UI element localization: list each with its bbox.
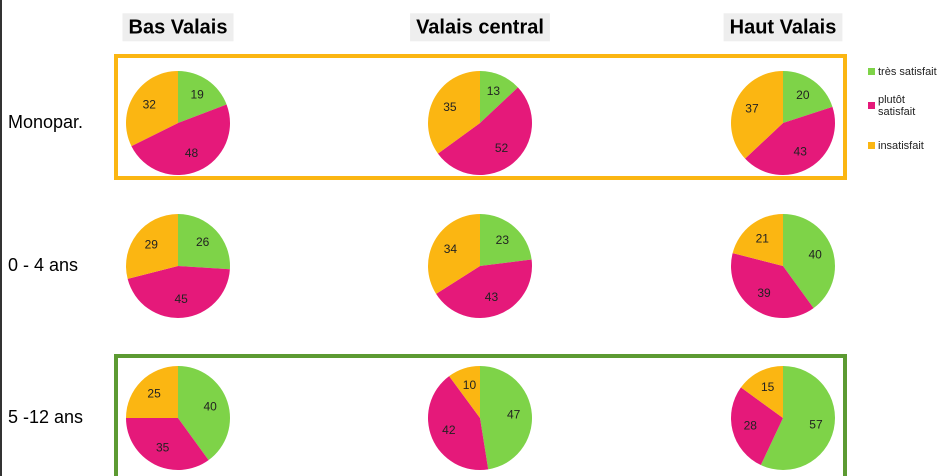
data-label: 21 xyxy=(756,231,770,245)
data-label: 57 xyxy=(809,418,823,432)
pie-slice xyxy=(731,253,814,319)
header-bg xyxy=(122,13,234,42)
data-label: 35 xyxy=(156,440,170,454)
data-label: 34 xyxy=(444,242,458,256)
column-header: Haut Valais xyxy=(730,16,837,38)
data-label: 43 xyxy=(485,290,499,304)
legend-swatch xyxy=(868,68,875,75)
pie-slice xyxy=(732,214,783,266)
data-label: 45 xyxy=(175,292,189,306)
data-label: 25 xyxy=(147,386,161,400)
pie-slice xyxy=(437,87,532,175)
pie-slice xyxy=(131,104,231,176)
legend-swatch xyxy=(868,102,875,109)
pie-slice xyxy=(428,376,489,470)
data-label: 39 xyxy=(757,286,771,300)
pie-slice xyxy=(125,71,178,147)
pie-slice xyxy=(480,366,533,470)
header-bg xyxy=(410,13,550,42)
pie-slice xyxy=(449,366,480,418)
highlight-box xyxy=(114,354,847,476)
pie-slice xyxy=(783,71,833,123)
data-label: 40 xyxy=(203,400,217,414)
data-label: 26 xyxy=(196,235,210,249)
data-label: 43 xyxy=(794,144,808,158)
pie-slice xyxy=(436,259,532,319)
column-header: Bas Valais xyxy=(129,16,228,38)
data-label: 35 xyxy=(443,100,457,114)
pie-slice xyxy=(178,366,231,461)
data-label: 10 xyxy=(463,378,477,392)
pie-slice xyxy=(178,71,227,123)
header-bg xyxy=(723,13,843,42)
data-label: 29 xyxy=(145,237,159,251)
pie-slice xyxy=(740,366,783,418)
pie-slice xyxy=(480,71,518,123)
pie-slice xyxy=(731,71,783,159)
data-label: 37 xyxy=(745,102,759,116)
pie-slice xyxy=(428,214,480,294)
data-label: 32 xyxy=(143,97,157,111)
legend-label: plutôt satisfait xyxy=(878,94,915,118)
legend-label: très satisfait xyxy=(878,66,937,78)
pie-slice xyxy=(760,366,835,470)
data-label: 13 xyxy=(487,84,501,98)
pie-slice xyxy=(731,387,783,466)
legend-label: insatisfait xyxy=(878,140,924,152)
data-label: 28 xyxy=(744,419,758,433)
data-label: 47 xyxy=(507,407,521,421)
data-label: 40 xyxy=(808,248,822,262)
pie-slice xyxy=(428,71,480,154)
data-label: 19 xyxy=(190,87,204,101)
legend-swatch xyxy=(868,142,875,149)
data-label: 42 xyxy=(442,423,456,437)
data-label: 48 xyxy=(185,146,199,160)
pie-slice xyxy=(126,418,209,470)
row-label: Monopar. xyxy=(8,112,83,132)
row-label: 0 - 4 ans xyxy=(8,255,78,275)
data-label: 52 xyxy=(495,141,509,155)
column-header: Valais central xyxy=(416,16,544,38)
pie-slice xyxy=(783,213,836,309)
pie-slice xyxy=(745,106,835,175)
data-label: 20 xyxy=(796,88,810,102)
pie-slice xyxy=(126,214,178,279)
pie-slice xyxy=(480,214,532,266)
data-label: 15 xyxy=(761,380,775,394)
highlight-box xyxy=(114,54,847,180)
row-label: 5 -12 ans xyxy=(8,407,83,427)
pie-slice xyxy=(127,266,230,318)
data-label: 23 xyxy=(496,233,510,247)
pie-slice xyxy=(126,366,178,418)
pie-slice xyxy=(178,214,230,270)
